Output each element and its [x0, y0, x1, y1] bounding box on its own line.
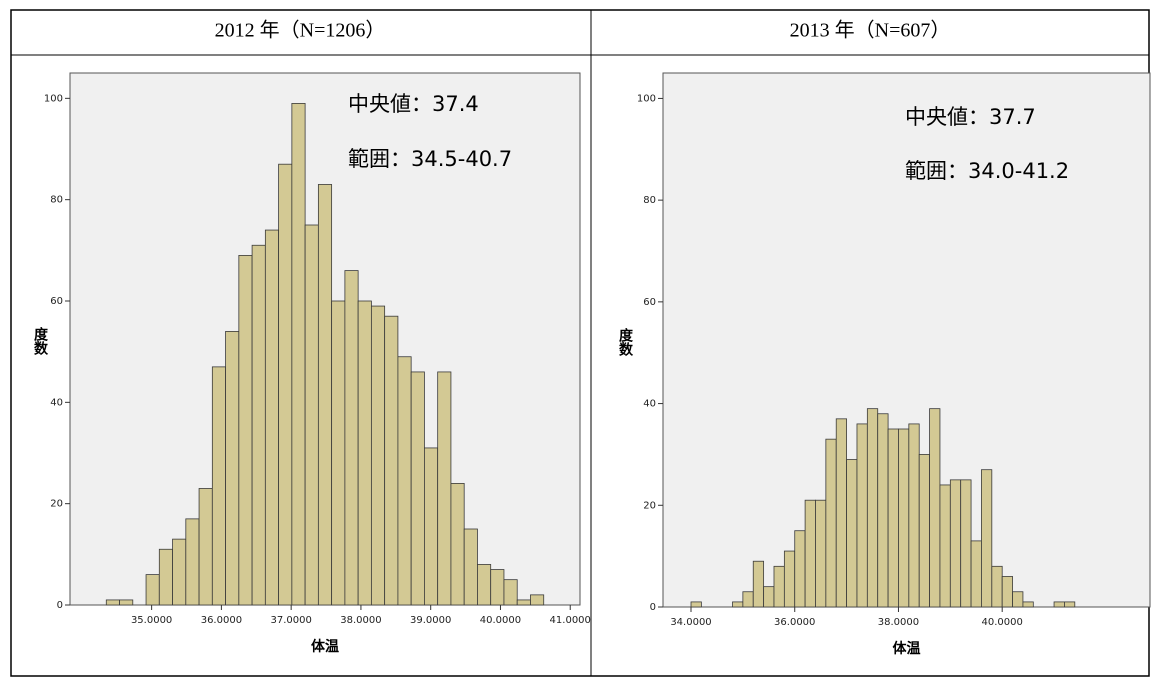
bar — [172, 538, 187, 606]
bar — [278, 163, 293, 606]
bar — [815, 499, 827, 608]
bar — [490, 569, 505, 606]
bar — [225, 330, 240, 606]
bar — [783, 550, 796, 608]
bar — [1064, 601, 1076, 608]
annotation: 範囲：34.0-41.2 — [905, 159, 1069, 183]
annotation: 中央値：37.4 — [348, 92, 479, 116]
bar — [929, 408, 941, 608]
bar — [835, 418, 847, 608]
bar — [424, 447, 439, 606]
bar — [105, 599, 120, 606]
bar — [804, 499, 816, 608]
bar — [238, 254, 253, 606]
x-tick-label: 35.0000 — [131, 615, 172, 626]
y-tick-label: 0 — [650, 602, 656, 613]
bar — [908, 423, 920, 608]
x-tick-label: 36.0000 — [201, 615, 242, 626]
x-tick-label: 41.0000 — [550, 615, 591, 626]
bar — [331, 300, 346, 606]
y-tick-label: 0 — [57, 600, 63, 611]
bar — [477, 564, 492, 606]
bar — [866, 408, 879, 608]
bar — [981, 469, 993, 608]
bar — [304, 224, 319, 606]
bar — [690, 601, 702, 608]
bar — [856, 423, 868, 608]
bar — [773, 565, 785, 608]
bar — [370, 305, 386, 606]
x-axis-label: 体温 — [311, 638, 339, 655]
bar — [970, 540, 982, 608]
bar — [960, 479, 972, 608]
bar — [291, 103, 306, 606]
bar — [846, 459, 858, 608]
bar — [463, 528, 478, 606]
y-tick-label: 80 — [643, 195, 656, 206]
bar — [825, 438, 837, 608]
chart-title: 2012 年（N=1206） — [215, 19, 386, 42]
y-tick-label: 100 — [44, 93, 63, 104]
y-tick-label: 20 — [50, 499, 63, 510]
bar — [763, 586, 775, 608]
bar — [317, 184, 333, 606]
bar — [794, 530, 806, 608]
bar — [949, 479, 962, 608]
y-tick-label: 40 — [643, 399, 656, 410]
x-tick-label: 34.0000 — [670, 617, 711, 628]
bar — [752, 560, 765, 608]
bar — [1022, 601, 1034, 608]
bar — [344, 270, 359, 606]
bar — [119, 599, 134, 606]
bar — [877, 413, 889, 608]
bar — [742, 591, 754, 608]
x-tick-label: 37.0000 — [270, 615, 311, 626]
x-tick-label: 38.0000 — [878, 617, 919, 628]
bar — [530, 594, 545, 606]
bar — [185, 518, 200, 606]
bar — [437, 371, 452, 606]
bar — [410, 371, 425, 606]
bar — [732, 601, 744, 608]
y-tick-label: 60 — [643, 297, 656, 308]
bar — [211, 366, 226, 606]
bar — [450, 482, 465, 606]
bar — [198, 488, 213, 606]
bar — [1053, 601, 1065, 608]
bar — [158, 548, 173, 606]
bar — [251, 244, 266, 606]
bar — [145, 574, 160, 606]
annotation: 中央値：37.7 — [905, 105, 1036, 129]
bar — [991, 565, 1003, 608]
x-tick-label: 38.0000 — [340, 615, 381, 626]
x-tick-label: 39.0000 — [410, 615, 451, 626]
y-tick-label: 100 — [637, 93, 656, 104]
bar — [503, 579, 518, 606]
x-axis-label: 体温 — [893, 640, 921, 657]
x-tick-label: 36.0000 — [774, 617, 815, 628]
y-axis-label: 度数 — [32, 326, 48, 356]
x-tick-label: 40.0000 — [982, 617, 1023, 628]
bar — [939, 484, 951, 608]
bar — [887, 428, 899, 608]
bar — [264, 229, 280, 606]
bar — [357, 300, 372, 606]
bar — [384, 315, 399, 606]
y-tick-label: 60 — [50, 296, 63, 307]
y-axis-label: 度数 — [617, 327, 633, 357]
annotation: 範囲：34.5-40.7 — [348, 147, 512, 171]
bar — [898, 428, 910, 608]
bar — [516, 599, 531, 606]
bar — [397, 356, 412, 606]
x-tick-label: 40.0000 — [480, 615, 521, 626]
bar — [1001, 576, 1013, 608]
y-tick-label: 80 — [50, 195, 63, 206]
chart-title: 2013 年（N=607） — [790, 19, 951, 42]
bar — [918, 454, 930, 608]
bar — [1012, 591, 1024, 608]
y-tick-label: 40 — [50, 397, 63, 408]
y-tick-label: 20 — [643, 500, 656, 511]
